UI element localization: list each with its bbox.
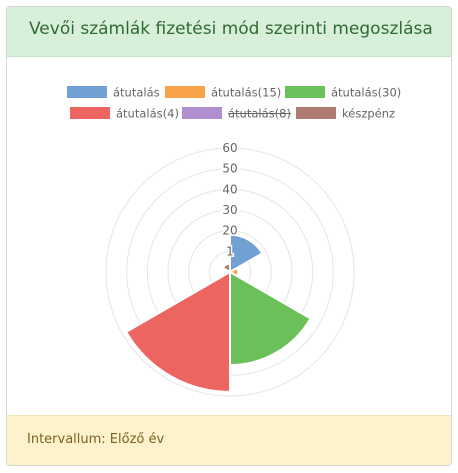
radial-tick-label: 50 [222,162,237,176]
slice-6[interactable] [221,262,231,274]
legend-item-6[interactable]: készpénz [296,107,395,121]
legend-swatch [165,86,205,98]
interval-label: Intervallum: Előző év [27,432,165,447]
radial-tick-label: 1 [226,244,234,258]
radial-tick-labels: 1 20 30 40 50 60 [221,140,239,260]
legend-swatch [285,86,325,98]
card-header: Vevői számlák fizetési mód szerinti mego… [7,7,451,57]
radial-tick-label: 40 [222,182,237,196]
legend-item-1[interactable]: átutalás [67,86,160,100]
chart-slices [124,233,312,393]
slice-1[interactable] [229,233,264,274]
radial-tick-label: 60 [222,141,237,155]
legend-label: készpénz [342,107,395,121]
grid-ring [105,147,355,397]
legend-item-2[interactable]: átutalás(15) [165,86,281,100]
slice-3[interactable] [229,270,312,367]
card-title: Vevői számlák fizetési mód szerinti mego… [29,19,433,39]
legend-label: átutalás(15) [211,86,281,100]
legend-swatch [296,107,336,119]
legend-swatch [70,107,110,119]
chart-area: átutalás átutalás(15) átutalás(30) átutalás… [7,57,451,416]
chart-card: Vevői számlák fizetési mód szerinti mego… [6,6,452,466]
legend-item-5[interactable]: átutalás(8) [182,107,291,121]
radial-tick-label: 30 [222,203,237,217]
polar-area-chart: átutalás átutalás(15) átutalás(30) átutalás… [67,86,401,397]
legend-item-4[interactable]: átutalás(4) [70,107,179,121]
legend-swatch [182,107,222,119]
legend-label: átutalás [113,86,160,100]
slice-4[interactable] [124,270,231,393]
legend-item-3[interactable]: átutalás(30) [285,86,401,100]
card-footer: Intervallum: Előző év [7,415,451,465]
radial-tick-label: 20 [222,224,237,238]
legend-swatch [67,86,107,98]
legend-label: átutalás(30) [331,86,401,100]
legend-label: átutalás(4) [116,107,179,121]
chart-legend: átutalás átutalás(15) átutalás(30) átutalás… [67,86,401,121]
